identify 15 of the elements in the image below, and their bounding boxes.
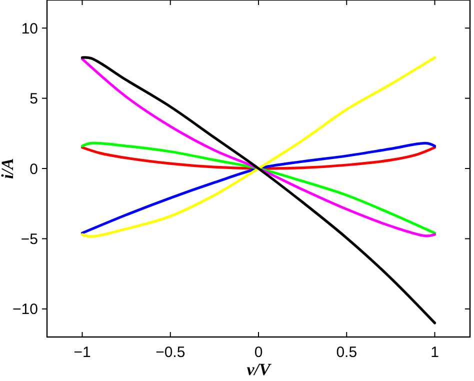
line-series [80, 56, 436, 324]
y-tick-label: −10 [12, 301, 38, 318]
x-axis-title: v/V [246, 360, 272, 379]
y-tick-label: 0 [30, 160, 38, 178]
line-series [80, 146, 436, 170]
line-series [80, 142, 436, 234]
x-tick-label: 0 [254, 344, 263, 361]
x-tick-label: 0.5 [336, 344, 358, 361]
y-tick-label: −5 [20, 230, 38, 248]
x-tick-label: −1 [74, 344, 91, 361]
y-tick-label: 10 [21, 20, 38, 38]
y-axis-title: i/A [0, 158, 17, 179]
x-tick-label: −0.5 [156, 344, 186, 361]
y-tick-label: 5 [30, 90, 38, 108]
x-tick-label: 1 [430, 344, 439, 361]
